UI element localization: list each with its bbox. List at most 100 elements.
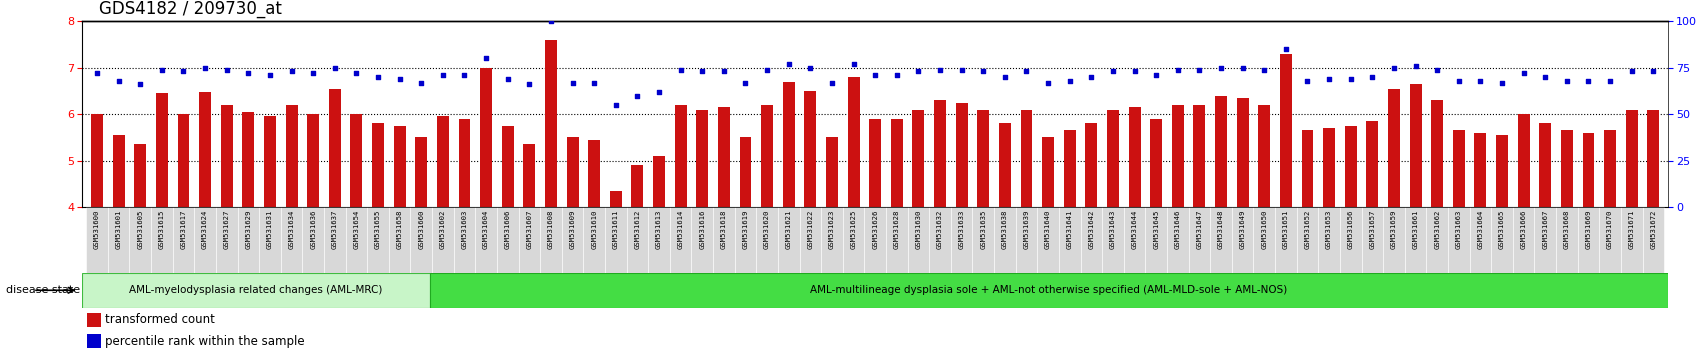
Text: GDS4182 / 209730_at: GDS4182 / 209730_at <box>99 0 281 18</box>
Bar <box>389 207 411 273</box>
Bar <box>934 100 945 207</box>
Bar <box>1214 96 1226 207</box>
Point <box>1055 78 1083 84</box>
Bar <box>1388 88 1400 207</box>
Bar <box>1625 109 1637 207</box>
Bar <box>87 207 107 273</box>
Bar <box>264 116 276 207</box>
Bar <box>977 109 989 207</box>
Text: GSM531608: GSM531608 <box>547 210 554 249</box>
Bar <box>135 144 147 207</box>
Point <box>904 69 931 74</box>
Point <box>1596 78 1623 84</box>
Bar <box>87 334 101 348</box>
Bar <box>1366 121 1378 207</box>
Text: GSM531602: GSM531602 <box>440 210 445 249</box>
Bar <box>1194 105 1205 207</box>
Text: GSM531662: GSM531662 <box>1434 210 1439 249</box>
Text: GSM531664: GSM531664 <box>1477 210 1483 249</box>
Bar <box>544 40 556 207</box>
Text: GSM531642: GSM531642 <box>1088 210 1093 249</box>
Point <box>1402 63 1429 69</box>
Text: GSM531634: GSM531634 <box>288 210 295 249</box>
Point <box>1033 80 1061 85</box>
Point <box>731 80 759 85</box>
Text: GSM531637: GSM531637 <box>331 210 338 249</box>
Text: GSM531636: GSM531636 <box>310 210 315 249</box>
Bar <box>890 119 902 207</box>
Bar <box>281 207 302 273</box>
Point <box>385 76 413 82</box>
Point <box>754 67 781 73</box>
Bar <box>436 116 448 207</box>
Bar <box>394 126 406 207</box>
Bar <box>1253 207 1274 273</box>
Point <box>991 74 1018 80</box>
Point <box>1098 69 1125 74</box>
Bar <box>1533 207 1555 273</box>
Bar <box>518 207 540 273</box>
Bar <box>1620 207 1642 273</box>
Point <box>774 61 801 67</box>
Text: transformed count: transformed count <box>106 313 215 326</box>
Bar <box>302 207 324 273</box>
Point <box>1207 65 1234 70</box>
Bar <box>431 207 454 273</box>
Bar <box>1166 207 1188 273</box>
Bar <box>864 207 885 273</box>
Bar <box>929 207 950 273</box>
Bar <box>1430 100 1442 207</box>
Point <box>1552 78 1579 84</box>
Bar <box>566 137 578 207</box>
Bar <box>367 207 389 273</box>
Bar <box>1124 207 1144 273</box>
Bar <box>1448 207 1468 273</box>
Bar <box>1361 207 1383 273</box>
Bar <box>496 207 518 273</box>
Bar <box>501 126 513 207</box>
Point <box>709 69 737 74</box>
Bar <box>1279 54 1291 207</box>
Text: GSM531646: GSM531646 <box>1175 210 1180 249</box>
Point <box>602 102 629 108</box>
Text: GSM531655: GSM531655 <box>375 210 380 249</box>
Text: GSM531651: GSM531651 <box>1282 210 1287 249</box>
Text: GSM531653: GSM531653 <box>1325 210 1332 249</box>
Text: GSM531635: GSM531635 <box>980 210 985 249</box>
Point <box>321 65 348 70</box>
Point <box>1185 67 1212 73</box>
Bar <box>713 207 735 273</box>
Point <box>537 18 564 24</box>
Bar <box>583 207 605 273</box>
Point <box>883 72 910 78</box>
Bar <box>82 273 430 308</box>
Text: GSM531659: GSM531659 <box>1390 210 1396 249</box>
Bar <box>1079 207 1101 273</box>
Bar <box>1064 130 1076 207</box>
Bar <box>411 207 431 273</box>
Point <box>1228 65 1255 70</box>
Point <box>213 67 240 73</box>
Bar <box>605 207 626 273</box>
Point <box>1379 65 1407 70</box>
Text: GSM531632: GSM531632 <box>936 210 943 249</box>
Point <box>106 78 133 84</box>
Text: GSM531612: GSM531612 <box>634 210 639 249</box>
Bar <box>220 105 232 207</box>
Point <box>839 61 866 67</box>
Bar <box>1318 207 1338 273</box>
Point <box>494 76 522 82</box>
Point <box>689 69 716 74</box>
Text: GSM531633: GSM531633 <box>958 210 963 249</box>
Bar <box>1258 105 1270 207</box>
Bar <box>1231 207 1253 273</box>
Text: AML-myelodysplasia related changes (AML-MRC): AML-myelodysplasia related changes (AML-… <box>130 285 382 295</box>
Point <box>667 67 694 73</box>
Bar <box>479 68 491 207</box>
Bar <box>1236 98 1248 207</box>
Bar <box>1408 84 1420 207</box>
Point <box>170 69 198 74</box>
Text: GSM531604: GSM531604 <box>483 210 489 249</box>
Bar <box>237 207 259 273</box>
Bar <box>1296 207 1318 273</box>
